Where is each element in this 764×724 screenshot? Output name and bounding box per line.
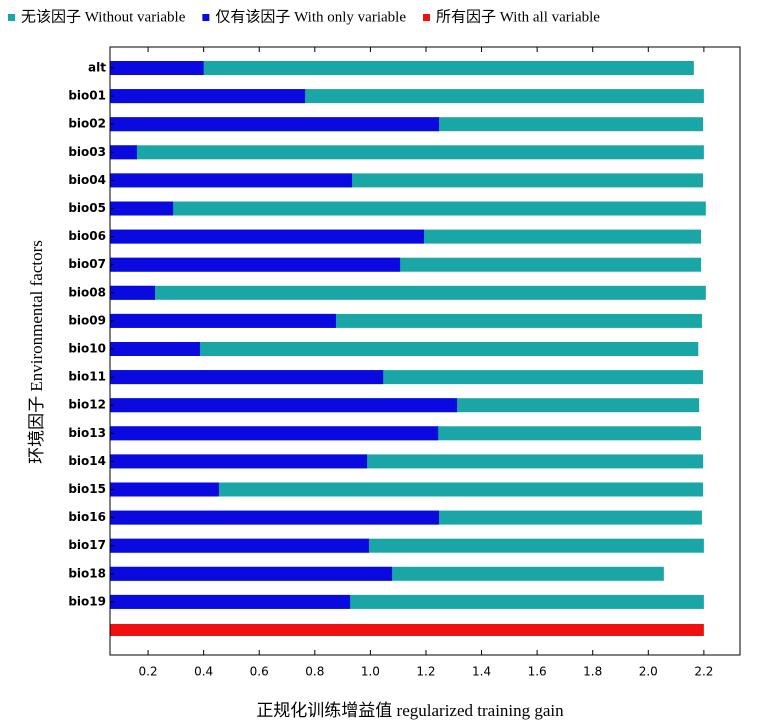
- bar: [110, 538, 370, 553]
- bar: [110, 370, 384, 385]
- x-tick-label: 2.2: [694, 665, 713, 679]
- y-tick-label: bio02: [68, 117, 106, 131]
- bar: [110, 61, 694, 75]
- bar: [110, 201, 706, 216]
- y-axis-label: 环境因子 Environmental factors: [27, 240, 46, 464]
- bar: [110, 257, 401, 272]
- x-tick-label: 1.6: [528, 665, 547, 679]
- bar: [110, 313, 336, 328]
- bar: [110, 117, 440, 132]
- y-tick-label: bio06: [68, 229, 106, 243]
- legend-swatch: [8, 14, 15, 21]
- bar: [110, 624, 704, 636]
- x-axis-label: 正规化训练增益值 regularized training gain: [256, 701, 564, 720]
- bar: [110, 201, 174, 216]
- bar: [110, 285, 706, 300]
- bar: [110, 342, 201, 356]
- bar: [110, 173, 353, 188]
- bar: [110, 482, 704, 497]
- legend-label: 仅有该因子 With only variable: [215, 8, 406, 25]
- y-tick-label: bio13: [68, 426, 106, 440]
- legend-label: 所有因子 With all variable: [436, 8, 600, 25]
- y-tick-label: bio19: [68, 594, 106, 608]
- bar: [110, 145, 137, 160]
- bar: [110, 145, 704, 160]
- bar: [110, 454, 368, 469]
- y-tick-label: bio18: [68, 566, 106, 580]
- legend-swatch: [202, 14, 210, 21]
- y-tick-label: bio16: [68, 510, 106, 524]
- bar: [110, 510, 440, 525]
- x-tick-label: 0.2: [139, 665, 158, 679]
- x-tick-label: 2.0: [639, 665, 658, 679]
- y-tick-label: bio03: [68, 145, 106, 159]
- legend-label: 无该因子 Without variable: [21, 8, 186, 25]
- plot-frame: [109, 46, 741, 656]
- bar: [110, 342, 699, 356]
- y-tick-label: bio11: [68, 370, 106, 384]
- y-tick-label: bio09: [68, 313, 106, 327]
- y-tick-label: bio05: [68, 201, 106, 215]
- y-tick-label: bio01: [68, 89, 106, 103]
- x-tick-label: 1.2: [416, 665, 435, 679]
- x-tick-label: 0.8: [305, 665, 324, 679]
- y-tick-label: bio04: [68, 173, 106, 187]
- y-tick-label: alt: [88, 61, 106, 75]
- bar: [110, 285, 156, 300]
- bar: [110, 426, 439, 441]
- bar: [110, 229, 425, 244]
- bar: [110, 398, 458, 413]
- x-tick-label: 1.0: [361, 665, 380, 679]
- legend-swatch: [423, 14, 430, 21]
- x-tick-label: 1.8: [583, 665, 602, 679]
- y-tick-label: bio12: [68, 398, 106, 412]
- y-tick-label: bio08: [68, 285, 106, 299]
- y-tick-label: bio10: [68, 342, 106, 356]
- bar: [110, 482, 219, 497]
- y-tick-label: bio14: [68, 454, 106, 468]
- bar: [110, 594, 351, 609]
- x-tick-label: 0.6: [250, 665, 269, 679]
- bar: [110, 89, 306, 104]
- y-tick-label: bio07: [68, 257, 106, 271]
- x-tick-label: 0.4: [194, 665, 213, 679]
- bar: [110, 566, 393, 581]
- y-tick-label: bio15: [68, 482, 106, 496]
- y-tick-label: bio17: [68, 538, 106, 552]
- x-tick-label: 1.4: [472, 665, 491, 679]
- bar: [110, 61, 204, 75]
